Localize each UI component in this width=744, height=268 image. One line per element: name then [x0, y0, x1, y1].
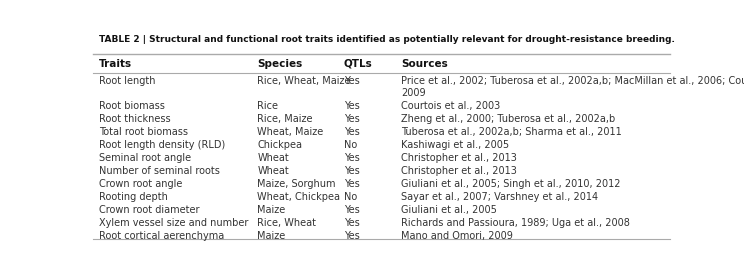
Text: Kashiwagi et al., 2005: Kashiwagi et al., 2005: [402, 140, 510, 150]
Text: Crown root diameter: Crown root diameter: [99, 205, 199, 215]
Text: Mano and Omori, 2009: Mano and Omori, 2009: [402, 231, 513, 241]
Text: Christopher et al., 2013: Christopher et al., 2013: [402, 166, 517, 176]
Text: Xylem vessel size and number: Xylem vessel size and number: [99, 218, 248, 228]
Text: Wheat: Wheat: [257, 153, 289, 163]
Text: Yes: Yes: [344, 127, 359, 137]
Text: Total root biomass: Total root biomass: [99, 127, 187, 137]
Text: Yes: Yes: [344, 153, 359, 163]
Text: Root length: Root length: [99, 76, 155, 86]
Text: Courtois et al., 2003: Courtois et al., 2003: [402, 101, 501, 111]
Text: Root thickness: Root thickness: [99, 114, 170, 124]
Text: Rooting depth: Rooting depth: [99, 192, 167, 202]
Text: Root biomass: Root biomass: [99, 101, 164, 111]
Text: Sayar et al., 2007; Varshney et al., 2014: Sayar et al., 2007; Varshney et al., 201…: [402, 192, 599, 202]
Text: QTLs: QTLs: [344, 59, 373, 69]
Text: Yes: Yes: [344, 101, 359, 111]
Text: Root length density (RLD): Root length density (RLD): [99, 140, 225, 150]
Text: Yes: Yes: [344, 179, 359, 189]
Text: Number of seminal roots: Number of seminal roots: [99, 166, 219, 176]
Text: Richards and Passioura, 1989; Uga et al., 2008: Richards and Passioura, 1989; Uga et al.…: [402, 218, 630, 228]
Text: Giuliani et al., 2005; Singh et al., 2010, 2012: Giuliani et al., 2005; Singh et al., 201…: [402, 179, 621, 189]
Text: No: No: [344, 192, 357, 202]
Text: Rice, Wheat: Rice, Wheat: [257, 218, 316, 228]
Text: Rice, Maize: Rice, Maize: [257, 114, 312, 124]
Text: Species: Species: [257, 59, 303, 69]
Text: Zheng et al., 2000; Tuberosa et al., 2002a,b: Zheng et al., 2000; Tuberosa et al., 200…: [402, 114, 616, 124]
Text: Chickpea: Chickpea: [257, 140, 302, 150]
Text: Sources: Sources: [402, 59, 448, 69]
Text: Maize: Maize: [257, 231, 286, 241]
Text: Root cortical aerenchyma: Root cortical aerenchyma: [99, 231, 224, 241]
Text: Yes: Yes: [344, 218, 359, 228]
Text: No: No: [344, 140, 357, 150]
Text: Christopher et al., 2013: Christopher et al., 2013: [402, 153, 517, 163]
Text: Wheat: Wheat: [257, 166, 289, 176]
Text: Giuliani et al., 2005: Giuliani et al., 2005: [402, 205, 497, 215]
Text: Rice: Rice: [257, 101, 278, 111]
Text: Wheat, Chickpea: Wheat, Chickpea: [257, 192, 340, 202]
Text: Crown root angle: Crown root angle: [99, 179, 182, 189]
Text: Tuberosa et al., 2002a,b; Sharma et al., 2011: Tuberosa et al., 2002a,b; Sharma et al.,…: [402, 127, 622, 137]
Text: Traits: Traits: [99, 59, 132, 69]
Text: Yes: Yes: [344, 205, 359, 215]
Text: Yes: Yes: [344, 114, 359, 124]
Text: Yes: Yes: [344, 231, 359, 241]
Text: Maize: Maize: [257, 205, 286, 215]
Text: TABLE 2 | Structural and functional root traits identified as potentially releva: TABLE 2 | Structural and functional root…: [99, 35, 675, 44]
Text: Yes: Yes: [344, 166, 359, 176]
Text: Maize, Sorghum: Maize, Sorghum: [257, 179, 336, 189]
Text: Seminal root angle: Seminal root angle: [99, 153, 191, 163]
Text: Yes: Yes: [344, 76, 359, 86]
Text: Price et al., 2002; Tuberosa et al., 2002a,b; MacMillan et al., 2006; Courtois e: Price et al., 2002; Tuberosa et al., 200…: [402, 76, 744, 98]
Text: Rice, Wheat, Maize: Rice, Wheat, Maize: [257, 76, 351, 86]
Text: Wheat, Maize: Wheat, Maize: [257, 127, 324, 137]
